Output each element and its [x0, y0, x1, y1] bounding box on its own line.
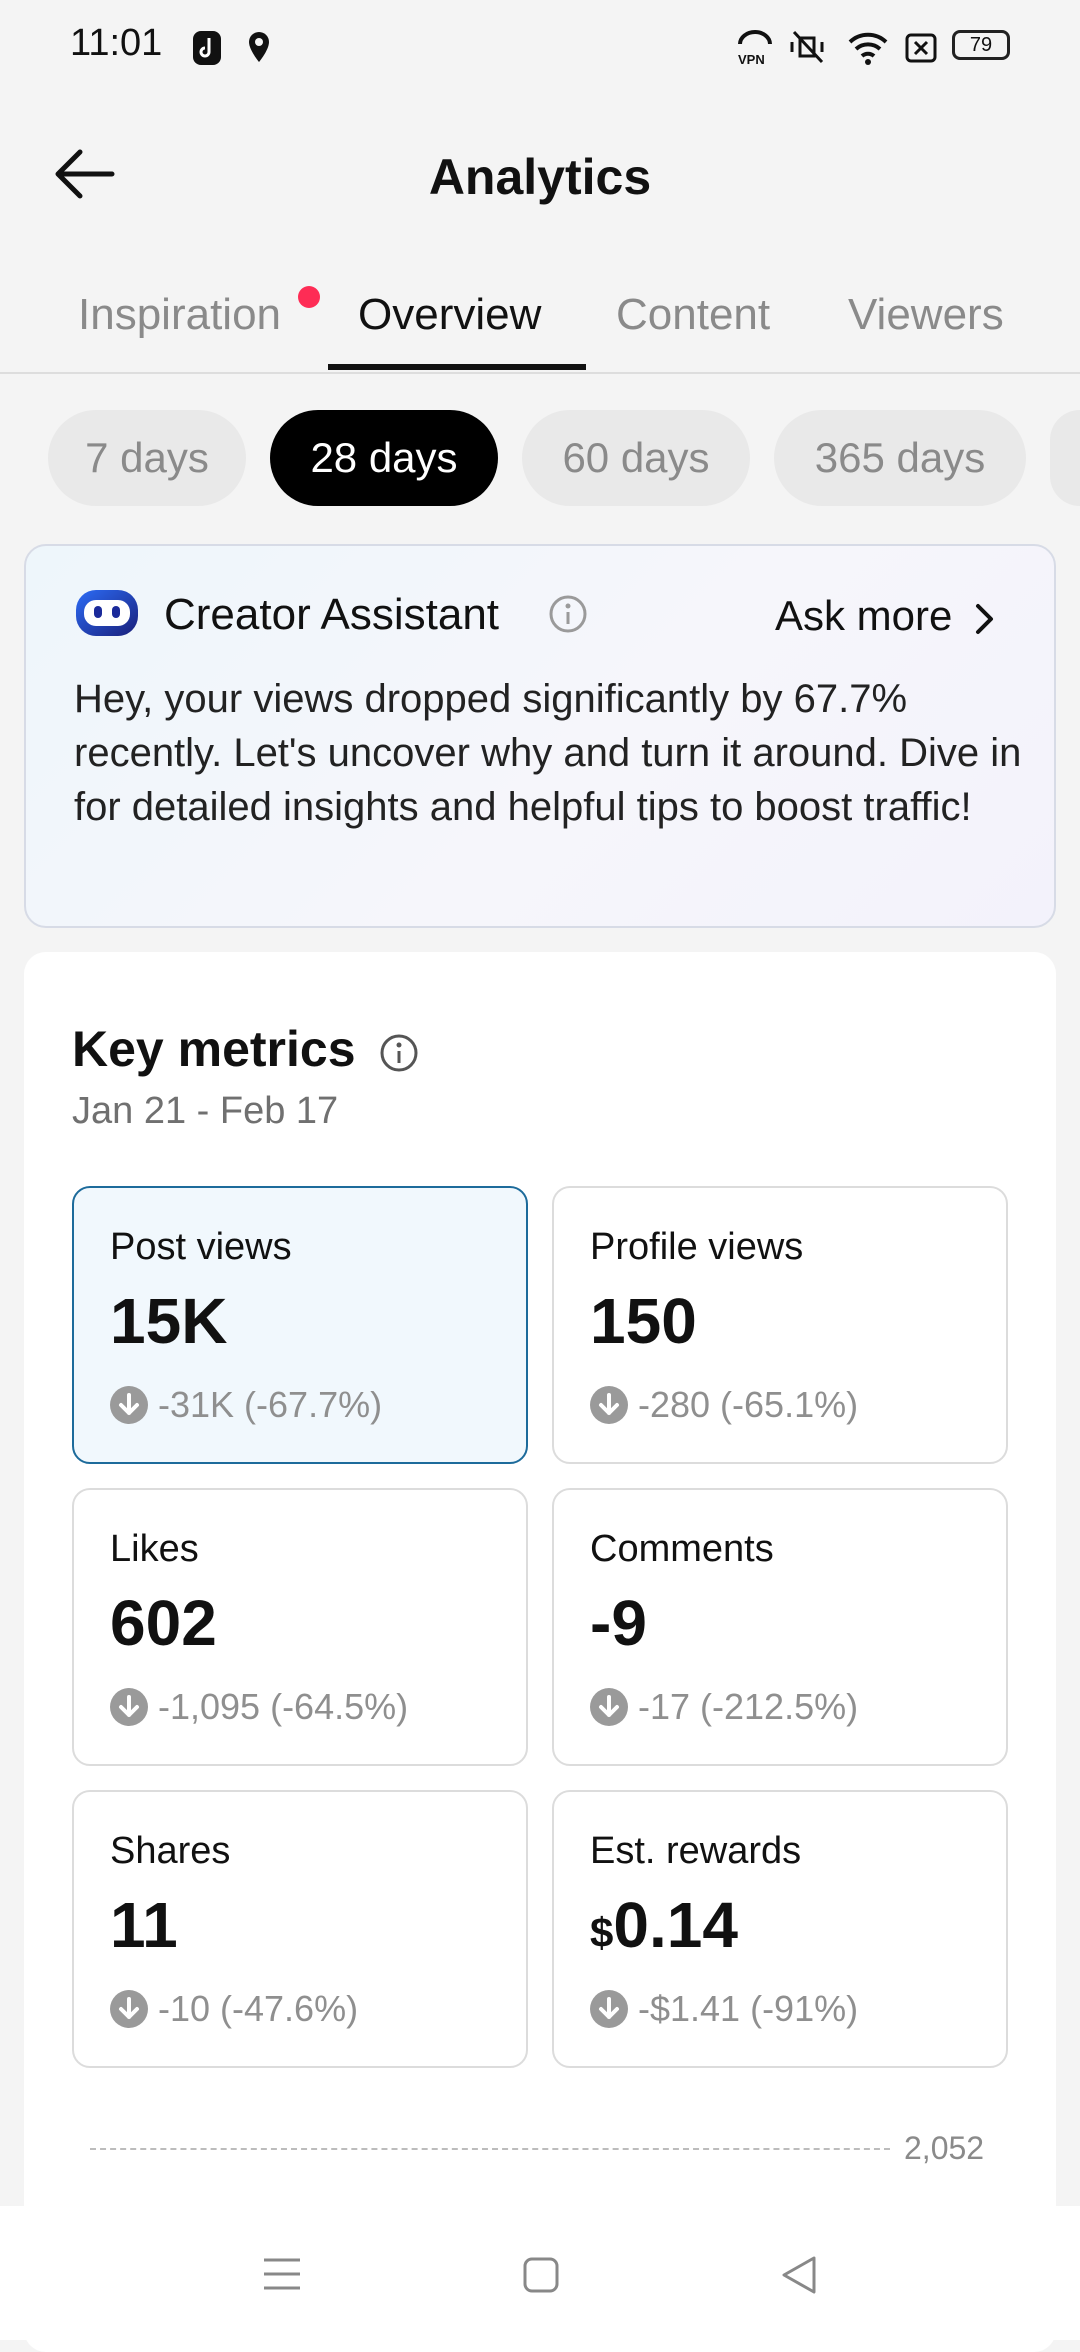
metric-label: Comments	[590, 1528, 774, 1570]
metric-card-profile-views[interactable]: Profile views 150 -280 (-65.1%)	[552, 1186, 1008, 1464]
metric-change: -10 (-47.6%)	[158, 1988, 359, 2029]
status-time: 11:01	[70, 22, 163, 64]
metric-value: $0.14	[590, 1888, 738, 1962]
metric-card-est-rewards[interactable]: Est. rewards $0.14 -$1.41 (-91%)	[552, 1790, 1008, 2068]
svg-text:VPN: VPN	[738, 52, 765, 67]
info-icon[interactable]	[548, 594, 588, 634]
tab-content[interactable]: Content	[616, 290, 771, 339]
back-button[interactable]	[50, 144, 120, 204]
metric-label: Post views	[110, 1226, 292, 1268]
vpn-icon: VPN	[738, 30, 772, 67]
metric-change: -1,095 (-64.5%)	[158, 1686, 409, 1727]
active-tab-indicator	[328, 364, 586, 370]
info-icon[interactable]	[379, 1033, 419, 1073]
metric-value: -9	[590, 1587, 647, 1659]
metric-value: 602	[110, 1587, 217, 1659]
metric-card-comments[interactable]: Comments -9 -17 (-212.5%)	[552, 1488, 1008, 1766]
tab-inspiration[interactable]: Inspiration	[78, 290, 282, 339]
metric-card-likes[interactable]: Likes 602 -1,095 (-64.5%)	[72, 1488, 528, 1766]
arrow-down-circle-icon	[110, 1386, 148, 1424]
metric-change: -17 (-212.5%)	[638, 1686, 859, 1727]
vibrate-mute-icon	[790, 30, 824, 64]
metric-card-shares[interactable]: Shares 11 -10 (-47.6%)	[72, 1790, 528, 2068]
page-title: Analytics	[428, 149, 652, 205]
arrow-down-circle-icon	[110, 1990, 148, 2028]
metric-value-number: 0.14	[613, 1889, 738, 1961]
ask-more-link[interactable]: Ask more	[775, 592, 996, 640]
metric-card-post-views[interactable]: Post views 15K -31K (-67.7%)	[72, 1186, 528, 1464]
metric-label: Est. rewards	[590, 1830, 802, 1872]
ask-more-label: Ask more	[774, 592, 953, 639]
metric-value: 150	[590, 1285, 697, 1357]
range-chip-7-days[interactable]: 7 days	[48, 410, 246, 506]
metric-change: -280 (-65.1%)	[638, 1384, 859, 1425]
range-chip-60-days[interactable]: 60 days	[522, 410, 750, 506]
back-triangle-icon[interactable]	[780, 2254, 818, 2296]
notification-dot	[298, 286, 320, 308]
tab-bar: Inspiration Overview Content Viewers	[0, 266, 1080, 374]
arrow-down-circle-icon	[590, 1688, 628, 1726]
tab-overview[interactable]: Overview	[358, 290, 542, 339]
metric-value: 11	[110, 1889, 178, 1961]
chevron-right-icon	[976, 603, 993, 634]
arrow-left-icon	[55, 149, 115, 199]
location-icon	[249, 32, 269, 62]
arrow-down-circle-icon	[590, 1386, 628, 1424]
range-chip-365-days[interactable]: 365 days	[774, 410, 1026, 506]
status-bar: 11:01 VPN 79	[0, 0, 1080, 96]
creator-assistant-card[interactable]: Creator Assistant Ask more Hey, your vie…	[24, 544, 1056, 928]
menu-icon[interactable]	[262, 2256, 302, 2292]
metric-label: Shares	[110, 1830, 231, 1872]
tiktok-notification-icon	[193, 31, 221, 65]
key-metrics-title-text: Key metrics	[72, 1021, 356, 1077]
battery-indicator: 79	[952, 30, 1010, 60]
chart-max-label: 2,052	[904, 2130, 985, 2166]
metric-change: -31K (-67.7%)	[158, 1384, 383, 1425]
metric-label: Profile views	[590, 1226, 804, 1268]
metric-change: -$1.41 (-91%)	[638, 1988, 859, 2029]
date-range: Jan 21 - Feb 17	[72, 1090, 339, 1132]
metric-label: Likes	[110, 1528, 199, 1570]
system-nav-bar	[0, 2206, 1080, 2340]
key-metrics-title: Key metrics	[72, 1020, 419, 1078]
key-metrics-section: Key metrics Jan 21 - Feb 17 Post views 1…	[24, 952, 1056, 2352]
arrow-down-circle-icon	[590, 1990, 628, 2028]
chart-max-gridline	[90, 2148, 890, 2150]
tab-viewers[interactable]: Viewers	[848, 290, 1004, 339]
assistant-title: Creator Assistant	[164, 590, 500, 639]
assistant-message: Hey, your views dropped significantly by…	[74, 677, 1022, 829]
metric-value: 15K	[110, 1285, 228, 1357]
creator-assistant-logo-icon	[76, 590, 138, 636]
home-icon[interactable]	[522, 2256, 560, 2294]
range-chip-more[interactable]	[1050, 410, 1080, 506]
sim-off-icon	[905, 33, 937, 63]
arrow-down-circle-icon	[110, 1688, 148, 1726]
range-chip-28-days[interactable]: 28 days	[270, 410, 498, 506]
currency-symbol: $	[590, 1909, 614, 1956]
wifi-icon	[848, 32, 888, 65]
